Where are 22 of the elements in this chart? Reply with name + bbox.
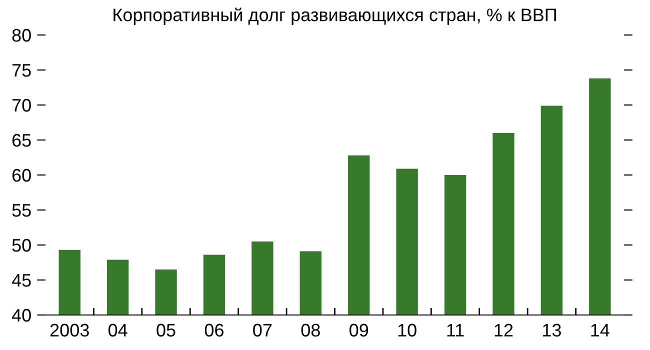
x-tick-label: 05 [156, 324, 176, 337]
y-tick-label: 45 [12, 274, 31, 287]
x-tick-label: 06 [204, 324, 224, 337]
y-tick-label: 60 [12, 168, 31, 182]
x-tick-label: 13 [543, 324, 561, 337]
y-tick-label: 55 [12, 204, 31, 217]
x-tick-label: 12 [494, 324, 513, 336]
x-tick-label: 14 [591, 324, 610, 336]
y-tick-label: 75 [12, 64, 31, 77]
x-tick-label: 2003 [50, 324, 89, 337]
x-tick-label: 09 [350, 324, 368, 337]
x-tick-label: 07 [253, 324, 272, 337]
x-tick-label: 10 [398, 324, 416, 337]
y-tick-label: 80 [12, 28, 31, 42]
chart-title: Корпоративный долг развивающихся стран, % к ВВП [114, 8, 556, 25]
y-tick-label: 40 [12, 308, 31, 322]
y-tick-label: 65 [12, 134, 31, 147]
x-tick-label: 11 [447, 324, 464, 336]
x-tick-label: 04 [108, 324, 128, 337]
y-tick-label: 70 [12, 98, 31, 112]
x-tick-label: 08 [301, 324, 320, 337]
y-tick-label: 50 [12, 238, 31, 252]
